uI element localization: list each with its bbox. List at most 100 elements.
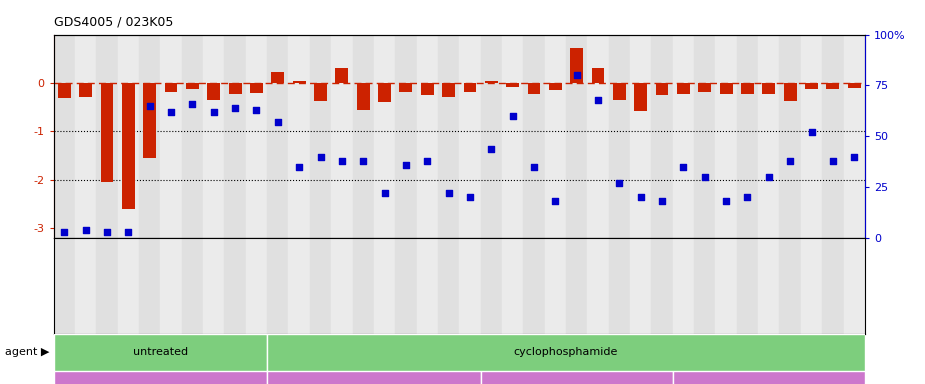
Bar [630,35,651,238]
Point [591,97,606,103]
Bar [400,83,413,92]
Bar [524,238,545,334]
Bar [75,35,96,238]
Bar [524,35,545,238]
Bar [186,83,199,89]
Point [270,119,285,125]
Bar [225,35,246,238]
Bar [566,238,587,334]
Point [719,199,734,205]
Bar [181,238,204,334]
Bar [310,238,331,334]
Point [100,229,115,235]
Bar [737,35,758,238]
Bar [54,334,267,371]
Bar [613,83,626,100]
Bar [481,238,502,334]
Bar [117,35,139,238]
Point [676,164,691,170]
Bar [672,371,865,384]
Bar [165,83,178,92]
Bar [481,371,672,384]
Bar [592,68,604,83]
Bar [822,35,844,238]
Bar [58,83,70,98]
Point [783,158,797,164]
Bar [246,35,267,238]
Bar [545,35,566,238]
Point [57,229,72,235]
Point [548,199,562,205]
Bar [336,68,348,83]
Point [526,164,541,170]
Bar [207,83,220,100]
Text: GDS4005 / 023K05: GDS4005 / 023K05 [54,15,173,28]
Point [291,164,306,170]
Bar [801,35,822,238]
Bar [75,238,96,334]
Bar [289,238,310,334]
Bar [352,35,374,238]
Bar [117,238,139,334]
Bar [801,238,822,334]
Bar [292,81,305,83]
Bar [758,35,780,238]
Bar [758,238,780,334]
Bar [101,83,114,182]
Point [206,109,221,115]
Bar [331,238,352,334]
Bar [181,35,204,238]
Bar [485,81,498,83]
Bar [267,334,865,371]
Point [761,174,776,180]
Bar [762,83,775,94]
Point [228,105,242,111]
Point [441,190,456,196]
Bar [204,238,225,334]
Bar [96,35,117,238]
Bar [250,83,263,93]
Bar [805,83,818,89]
Point [846,154,861,160]
Bar [314,83,327,101]
Bar [122,83,135,209]
Bar [80,83,93,97]
Bar [289,35,310,238]
Bar [96,238,117,334]
Bar [672,35,694,238]
Bar [374,238,395,334]
Bar [566,35,587,238]
Bar [357,83,370,110]
Bar [378,83,391,103]
Bar [502,238,524,334]
Bar [672,238,694,334]
Point [612,180,627,186]
Bar [715,238,737,334]
Bar [549,83,561,90]
Bar [715,35,737,238]
Bar [677,83,690,94]
Point [634,194,648,200]
Bar [720,83,733,94]
Bar [438,238,459,334]
Bar [395,238,416,334]
Bar [271,72,284,83]
Point [420,158,435,164]
Bar [481,35,502,238]
Point [740,194,755,200]
Bar [826,83,839,89]
Point [697,174,712,180]
Bar [783,83,796,101]
Bar [609,238,630,334]
Bar [459,238,481,334]
Bar [741,83,754,94]
Bar [374,35,395,238]
Point [79,227,93,233]
Bar [331,35,352,238]
Bar [656,83,669,95]
Bar [571,48,583,83]
Bar [143,83,156,158]
Bar [694,35,715,238]
Bar [416,238,438,334]
Bar [267,238,289,334]
